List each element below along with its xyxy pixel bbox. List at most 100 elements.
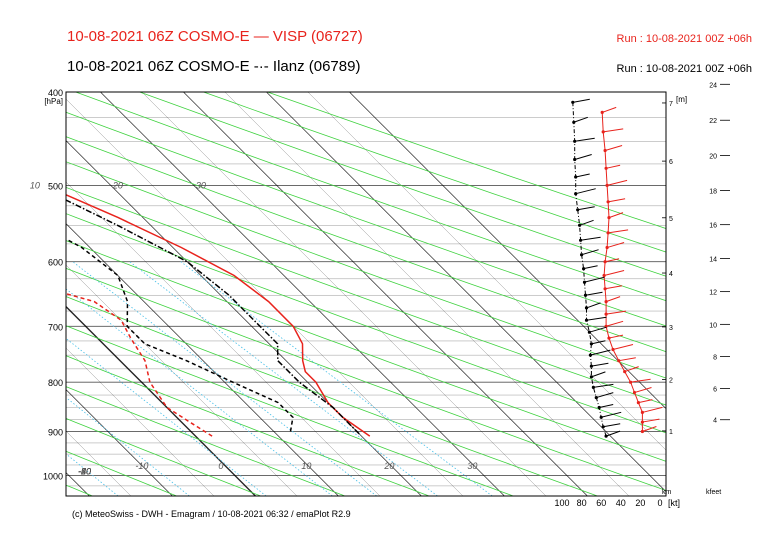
pressure-tick-label: 900 [48,427,63,437]
pressure-tick-label: 500 [48,181,63,191]
isotherm-line [349,92,666,410]
height-kfeet-label: 6 [713,386,717,393]
height-kfeet-unit: kfeet [706,489,721,496]
ilanz-wind-barb [581,249,599,256]
isotherm-label-inner: 10 [30,180,40,190]
mixing-ratio-line [66,337,267,496]
dry-adiabat [66,213,666,434]
height-kfeet-label: 12 [709,290,717,297]
dry-adiabat [66,267,666,491]
ilanz-wind-dot [587,330,592,334]
visp-wind-barb [630,378,651,383]
isotherm-line [66,472,90,496]
ilanz-wind-barb [577,206,595,211]
isotherm-line [66,264,298,496]
isotherm-label-left: -50 [78,466,91,476]
mixing-ratio-line [66,397,190,496]
visp-wind-barb [604,145,623,151]
visp-wind-speed-line [601,112,643,432]
visp-wind-barb [642,418,660,423]
visp-wind-barb [612,344,634,351]
visp-dew-point-line [66,292,213,437]
ilanz-wind-barb [601,411,622,418]
height-kfeet-label: 10 [709,322,717,329]
ilanz-wind-barb [605,430,621,437]
isotherm-label-bottom: -10 [135,461,148,471]
visp-wind-barb [602,106,617,113]
mixing-ratio-line [180,261,493,496]
isotherm-line [66,347,215,496]
ilanz-wind-barb [584,276,605,283]
visp-wind-barb [606,179,628,186]
visp-wind-barb [605,258,620,263]
dry-adiabat [66,418,261,496]
ilanz-wind-dot [580,253,584,257]
isotherm-label-bottom: 30 [467,461,477,471]
visp-temperature-line [66,194,371,437]
ilanz-wind-barb [603,423,621,428]
dry-adiabat [66,240,666,462]
height-km-label: 4 [669,271,673,278]
wind-tick-label: 60 [596,498,606,508]
dry-adiabat [66,450,177,496]
ilanz-wind-barb [572,98,590,103]
mixing-ratio-line [129,261,438,496]
visp-wind-barb [634,387,652,393]
ilanz-wind-barb [591,362,609,367]
ilanz-wind-barb [596,392,614,399]
ilanz-wind-speed-line [572,102,607,437]
isotherm-label-bottom: 20 [383,461,394,471]
dry-adiabat [267,92,666,229]
visp-wind-barb [638,399,653,404]
visp-wind-barb [605,320,624,327]
height-kfeet-label: 4 [713,418,717,425]
isotherm-label-left: -40 [78,466,91,476]
height-km-label: 2 [669,378,673,385]
visp-wind-barb [606,310,627,315]
title-visp: 10-08-2021 06Z COSMO-E — VISP (06727) [67,28,363,45]
height-kfeet-label: 8 [713,355,717,362]
mixing-ratio-line [0,262,52,496]
pressure-unit-label: [hPa] [44,97,63,106]
visp-wind-barb [605,164,621,169]
isotherm-label-bottom: 0 [218,461,223,471]
wind-tick-label: 80 [577,498,587,508]
isotherm-line [183,92,588,496]
visp-wind-barb [607,229,629,234]
ilanz-wind-barb [574,154,592,160]
visp-wind-barb [608,212,624,219]
plot-frame [65,91,667,497]
dry-adiabat [66,386,346,496]
pressure-tick-label: 800 [48,378,63,388]
pressure-tick-label: 1000 [43,472,63,482]
height-kfeet-label: 14 [709,256,717,263]
visp-wind-barb [608,334,624,339]
height-kfeet-label: 20 [709,154,717,161]
isotherm-line [100,92,505,496]
dry-adiabat [66,161,666,379]
title-ilanz: 10-08-2021 06Z COSMO-E -·- Ilanz (06789) [67,58,361,75]
isotherm-label-left: -60 [78,466,91,476]
visp-wind-barb [607,198,626,203]
ilanz-wind-barb [579,219,594,226]
height-km-label: 5 [669,216,673,223]
mixing-ratio-line [72,261,377,496]
visp-wind-barb [624,366,639,373]
ilanz-wind-barb [575,173,590,178]
isotherm-line [66,223,339,496]
pressure-tick-label: 400 [48,88,63,98]
isotherm-label-left: -20 [78,466,91,476]
isotherm-label-inner: 30 [196,180,206,190]
height-kfeet-label: 22 [709,118,717,125]
mixing-ratio-line [66,453,119,496]
isotherm-line [0,92,6,496]
isotherm-line [0,92,48,496]
height-kfeet-label: 18 [709,188,717,195]
visp-wind-barb [642,406,663,413]
isotherm-line [66,181,381,496]
visp-wind-barb [642,426,657,432]
dry-adiabat [66,296,598,496]
visp-wind-barb [605,285,623,290]
ilanz-wind-barb [583,265,598,270]
